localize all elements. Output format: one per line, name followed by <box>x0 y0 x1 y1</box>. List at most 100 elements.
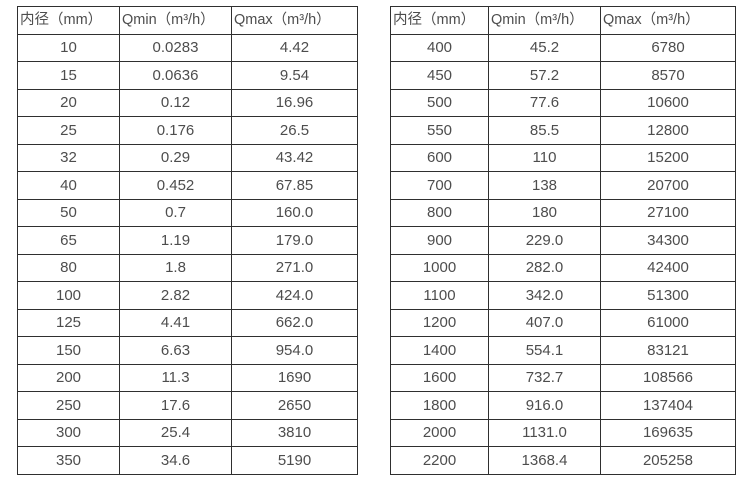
table-cell: 407.0 <box>488 308 601 337</box>
table-cell: 1690 <box>231 363 358 392</box>
table-row: 550 85.5 12800 <box>390 116 736 145</box>
table-row: 50 0.7 160.0 <box>17 198 358 227</box>
table-cell: 32 <box>17 143 120 172</box>
table-cell: 20700 <box>600 171 736 200</box>
table-cell: 17.6 <box>119 391 232 420</box>
table-row: 150 6.63 954.0 <box>17 336 358 365</box>
table-cell: 282.0 <box>488 253 601 282</box>
table-cell: 900 <box>390 226 489 255</box>
table-row: 25 0.176 26.5 <box>17 116 358 145</box>
table-cell: 150 <box>17 336 120 365</box>
table-row: 400 45.2 6780 <box>390 33 736 62</box>
table-cell: 85.5 <box>488 116 601 145</box>
table-row: 1600 732.7 108566 <box>390 363 736 392</box>
table-cell: 205258 <box>600 446 736 475</box>
table-cell: 4.41 <box>119 308 232 337</box>
table-header-row: 内径（mm） Qmin（m³/h） Qmax（m³/h） <box>390 6 736 35</box>
table-cell: 2.82 <box>119 281 232 310</box>
table-cell: 1000 <box>390 253 489 282</box>
table-row: 1400 554.1 83121 <box>390 336 736 365</box>
table-row: 250 17.6 2650 <box>17 391 358 420</box>
table-row: 80 1.8 271.0 <box>17 253 358 282</box>
table-cell: 550 <box>390 116 489 145</box>
table-cell: 108566 <box>600 363 736 392</box>
table-cell: 169635 <box>600 418 736 447</box>
table-cell: 450 <box>390 61 489 90</box>
table-cell: 0.0283 <box>119 33 232 62</box>
table-cell: 554.1 <box>488 336 601 365</box>
table-cell: 50 <box>17 198 120 227</box>
table-cell: 160.0 <box>231 198 358 227</box>
table-cell: 26.5 <box>231 116 358 145</box>
header-qmax: Qmax（m³/h） <box>231 6 358 35</box>
table-cell: 1.8 <box>119 253 232 282</box>
table-row: 800 180 27100 <box>390 198 736 227</box>
table-cell: 42400 <box>600 253 736 282</box>
table-cell: 27100 <box>600 198 736 227</box>
table-row: 65 1.19 179.0 <box>17 226 358 255</box>
flow-table-small-diameter: 内径（mm） Qmin（m³/h） Qmax（m³/h） 10 0.0283 4.4… <box>17 6 358 475</box>
table-cell: 16.96 <box>231 88 358 117</box>
header-qmin: Qmin（m³/h） <box>488 6 601 35</box>
table-row: 500 77.6 10600 <box>390 88 736 117</box>
table-cell: 34300 <box>600 226 736 255</box>
table-cell: 51300 <box>600 281 736 310</box>
table-cell: 1200 <box>390 308 489 337</box>
table-cell: 125 <box>17 308 120 337</box>
table-row: 100 2.82 424.0 <box>17 281 358 310</box>
table-cell: 2650 <box>231 391 358 420</box>
table-cell: 229.0 <box>488 226 601 255</box>
table-cell: 400 <box>390 33 489 62</box>
table-cell: 250 <box>17 391 120 420</box>
table-cell: 61000 <box>600 308 736 337</box>
table-cell: 11.3 <box>119 363 232 392</box>
table-row: 125 4.41 662.0 <box>17 308 358 337</box>
table-cell: 83121 <box>600 336 736 365</box>
table-cell: 200 <box>17 363 120 392</box>
table-cell: 500 <box>390 88 489 117</box>
table-row: 700 138 20700 <box>390 171 736 200</box>
table-cell: 424.0 <box>231 281 358 310</box>
header-qmax: Qmax（m³/h） <box>600 6 736 35</box>
table-cell: 954.0 <box>231 336 358 365</box>
table-cell: 271.0 <box>231 253 358 282</box>
table-cell: 0.7 <box>119 198 232 227</box>
table-cell: 10600 <box>600 88 736 117</box>
table-cell: 45.2 <box>488 33 601 62</box>
header-inner-diameter: 内径（mm） <box>17 6 120 35</box>
table-cell: 0.29 <box>119 143 232 172</box>
table-cell: 0.0636 <box>119 61 232 90</box>
table-body: 10 0.0283 4.42 15 0.0636 9.54 20 0.12 16.96 25 0.1… <box>17 33 358 475</box>
table-cell: 1100 <box>390 281 489 310</box>
table-cell: 65 <box>17 226 120 255</box>
table-row: 15 0.0636 9.54 <box>17 61 358 90</box>
table-cell: 15200 <box>600 143 736 172</box>
table-cell: 1600 <box>390 363 489 392</box>
table-row: 2200 1368.4 205258 <box>390 446 736 475</box>
flow-tables-container: 内径（mm） Qmin（m³/h） Qmax（m³/h） 10 0.0283 4.4… <box>17 6 750 475</box>
table-row: 600 110 15200 <box>390 143 736 172</box>
table-cell: 137404 <box>600 391 736 420</box>
table-cell: 1131.0 <box>488 418 601 447</box>
table-cell: 67.85 <box>231 171 358 200</box>
table-row: 300 25.4 3810 <box>17 418 358 447</box>
table-cell: 9.54 <box>231 61 358 90</box>
table-cell: 6.63 <box>119 336 232 365</box>
table-row: 20 0.12 16.96 <box>17 88 358 117</box>
table-cell: 40 <box>17 171 120 200</box>
table-cell: 600 <box>390 143 489 172</box>
table-cell: 12800 <box>600 116 736 145</box>
table-cell: 2200 <box>390 446 489 475</box>
table-cell: 5190 <box>231 446 358 475</box>
table-cell: 57.2 <box>488 61 601 90</box>
table-cell: 0.12 <box>119 88 232 117</box>
table-cell: 80 <box>17 253 120 282</box>
table-cell: 4.42 <box>231 33 358 62</box>
table-cell: 77.6 <box>488 88 601 117</box>
table-header-row: 内径（mm） Qmin（m³/h） Qmax（m³/h） <box>17 6 358 35</box>
table-cell: 662.0 <box>231 308 358 337</box>
table-cell: 350 <box>17 446 120 475</box>
table-cell: 179.0 <box>231 226 358 255</box>
table-cell: 2000 <box>390 418 489 447</box>
header-qmin: Qmin（m³/h） <box>119 6 232 35</box>
